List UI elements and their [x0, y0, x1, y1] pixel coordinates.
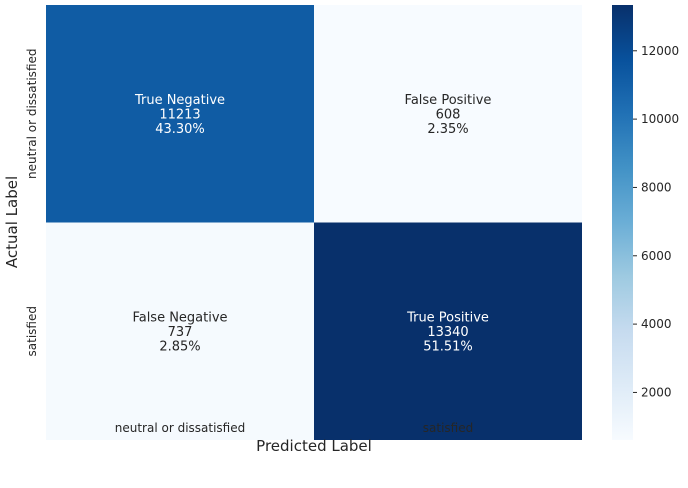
colorbar-tick-label: 8000: [641, 180, 672, 194]
heatmap-cell-rect: [314, 5, 582, 223]
y-axis-ticks: neutral or dissatisfied satisfied: [25, 49, 39, 357]
cell-percent-label: 51.51%: [423, 339, 473, 354]
x-axis-ticks: neutral or dissatisfied satisfied: [115, 421, 473, 435]
y-tick-label: neutral or dissatisfied: [25, 49, 39, 179]
heatmap-cell-rect: [46, 5, 314, 223]
cell-count-label: 13340: [427, 325, 468, 340]
x-tick-label: satisfied: [423, 421, 473, 435]
cell-name-label: False Negative: [132, 310, 227, 325]
cell-count-label: 608: [436, 107, 461, 122]
cell-count-label: 737: [168, 325, 193, 340]
colorbar-tick-label: 6000: [641, 249, 672, 263]
colorbar-tick-label: 10000: [641, 112, 679, 126]
cell-percent-label: 43.30%: [155, 122, 205, 137]
cell-count-label: 11213: [159, 107, 200, 122]
heatmap-cell-rect: [314, 222, 582, 440]
x-axis-title: Predicted Label: [256, 437, 372, 455]
colorbar: [612, 5, 633, 440]
y-tick-label: satisfied: [25, 306, 39, 356]
x-tick-label: neutral or dissatisfied: [115, 421, 245, 435]
colorbar-tick-label: 2000: [641, 385, 672, 399]
y-axis-title: Actual Label: [3, 176, 21, 268]
heatmap-cell-rect: [46, 222, 314, 440]
cell-name-label: True Negative: [134, 93, 225, 108]
cell-name-label: True Positive: [406, 310, 489, 325]
cell-percent-label: 2.35%: [427, 122, 468, 137]
colorbar-ticks: 2000 4000 6000 8000 10000 12000: [633, 44, 679, 399]
colorbar-tick-label: 4000: [641, 317, 672, 331]
cell-percent-label: 2.85%: [159, 339, 200, 354]
colorbar-tick-label: 12000: [641, 44, 679, 58]
cell-name-label: False Positive: [405, 93, 492, 108]
